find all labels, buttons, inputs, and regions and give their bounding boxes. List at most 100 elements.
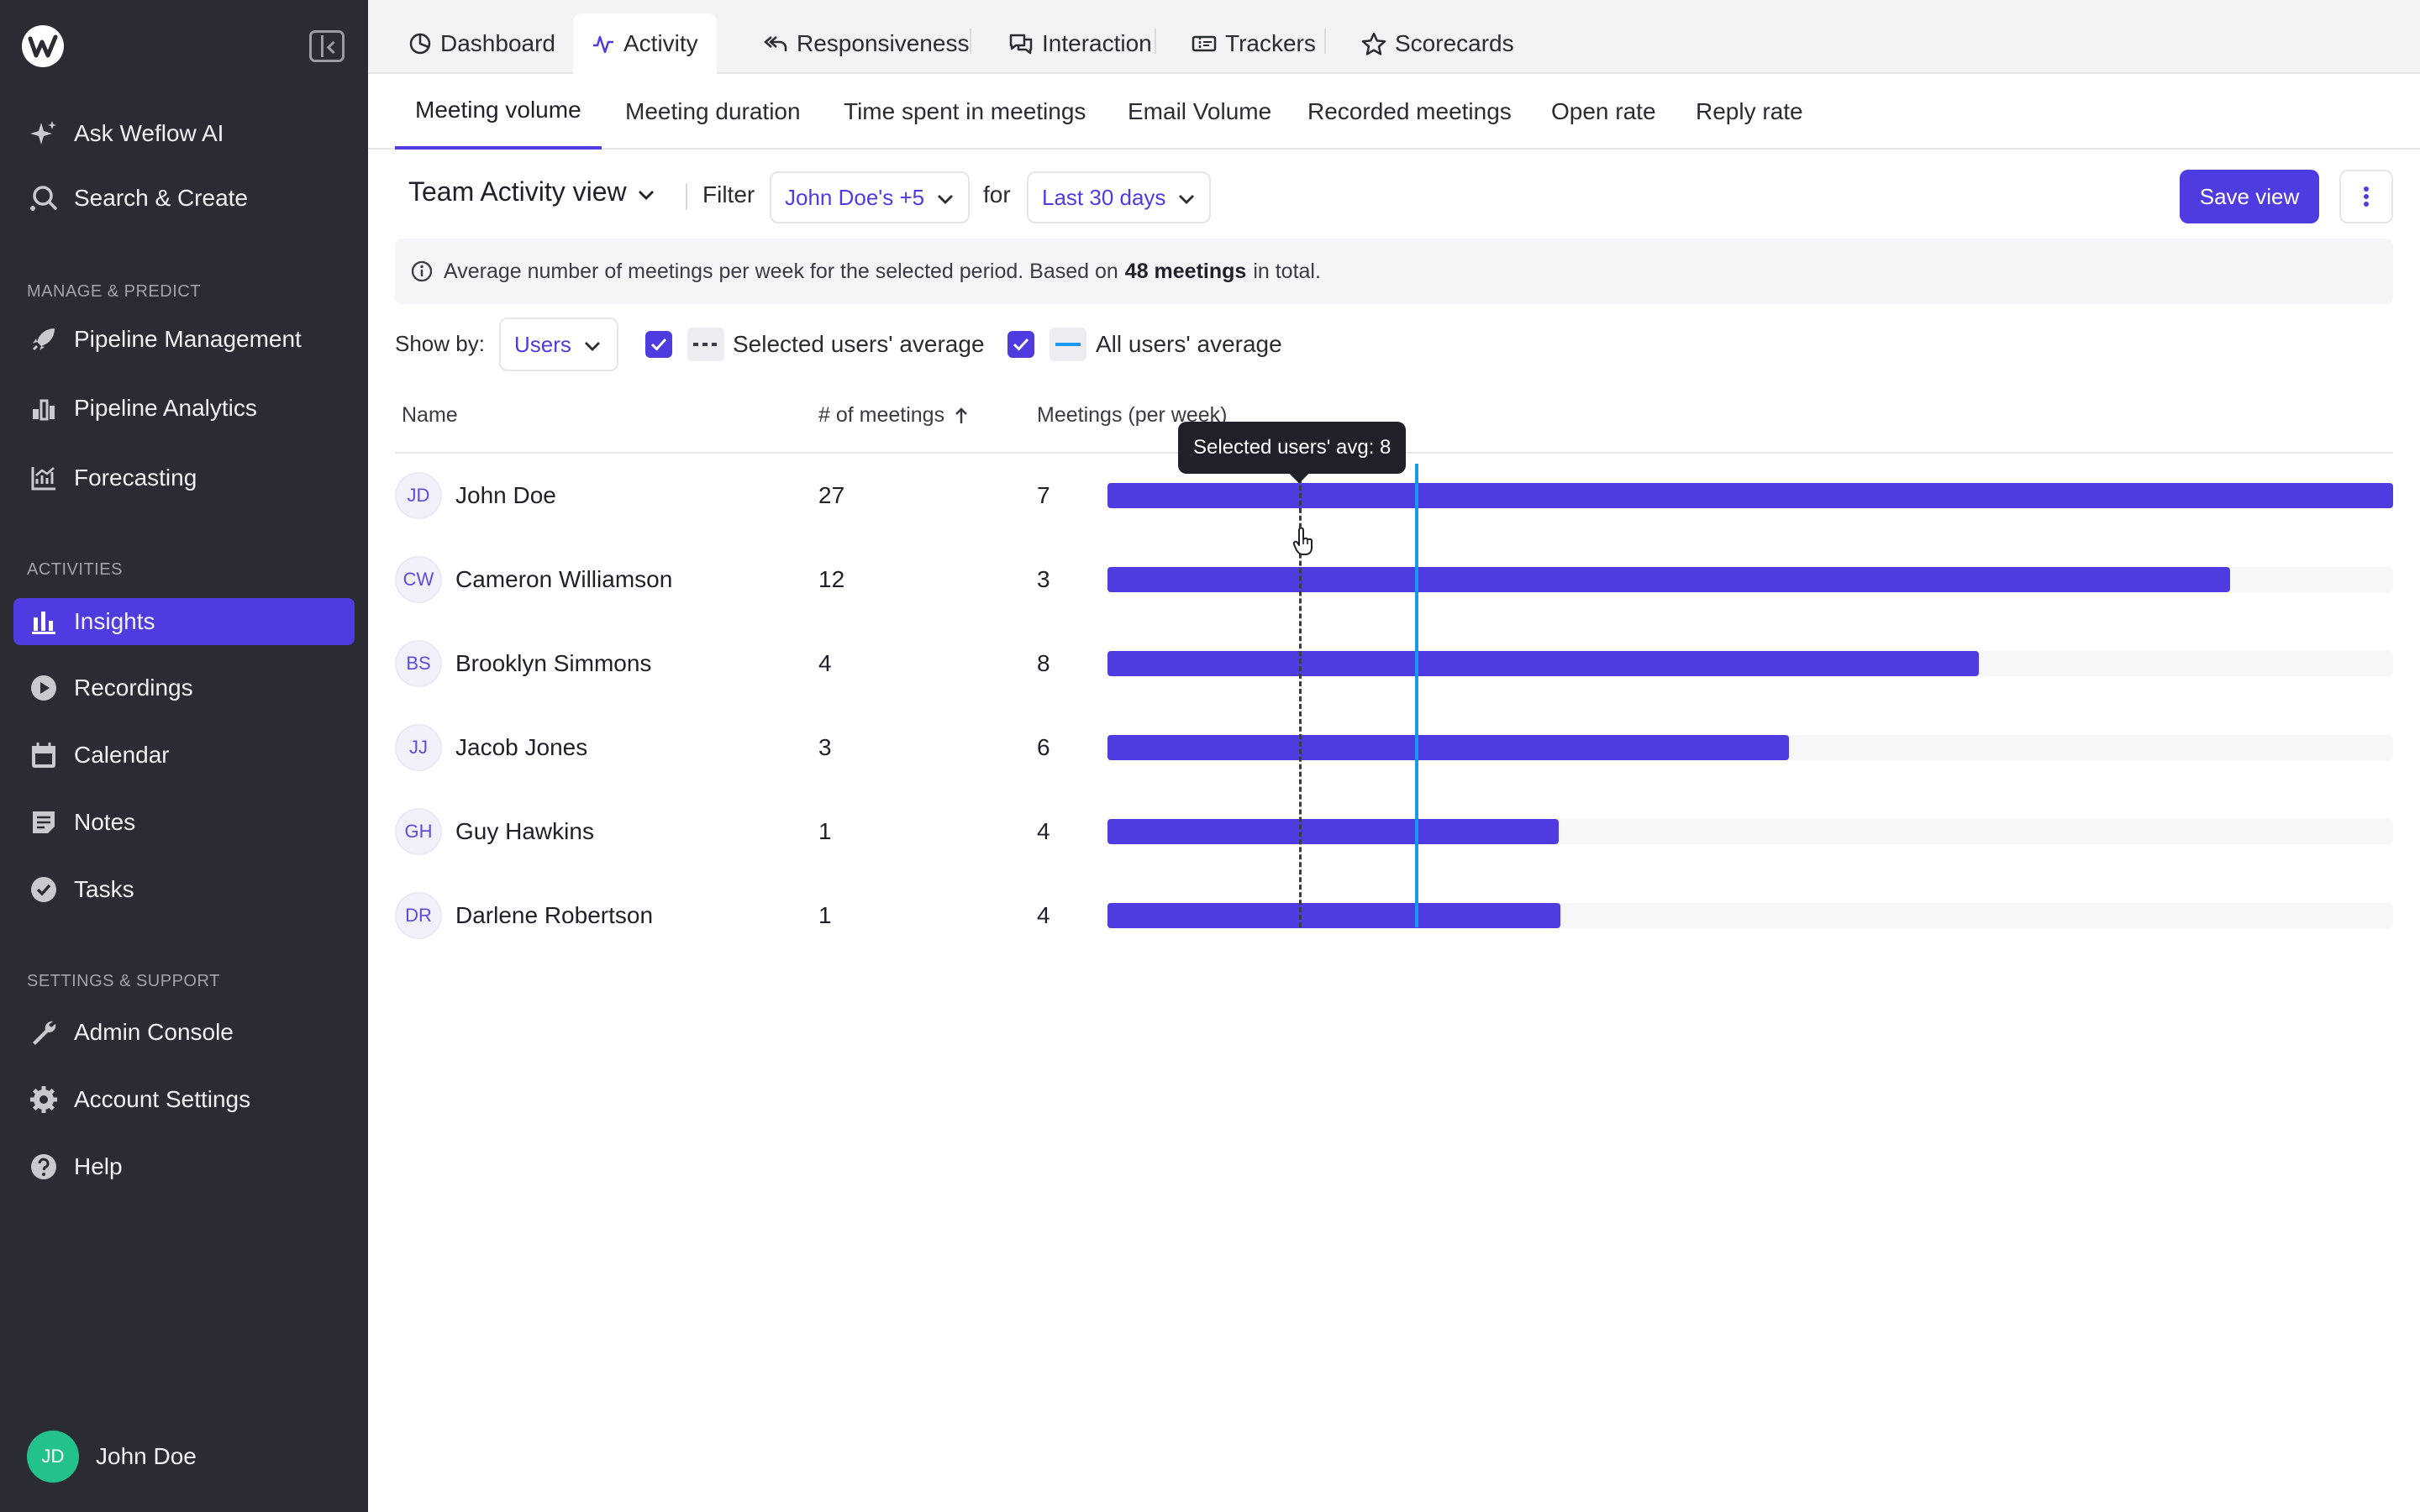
meetings-bar[interactable]: [1107, 651, 1980, 676]
tab-scorecards[interactable]: Scorecards: [1343, 13, 1533, 74]
more-options-button[interactable]: [2339, 170, 2393, 223]
filter-label: Filter: [702, 181, 755, 207]
meetings-per-week: 4: [1037, 818, 1050, 844]
avatar: JD: [395, 472, 442, 519]
sidebar-item-account-settings[interactable]: Account Settings: [13, 1076, 355, 1123]
tab-label: Interaction: [1042, 30, 1152, 56]
tab-trackers[interactable]: Trackers: [1173, 13, 1334, 74]
save-view-button[interactable]: Save view: [2180, 170, 2319, 223]
sidebar-item-pipeline-analytics[interactable]: Pipeline Analytics: [13, 385, 355, 432]
tab-divider: [970, 29, 971, 54]
meeting-count: 1: [818, 818, 832, 844]
subtab-label: Time spent in meetings: [844, 98, 1086, 124]
header-label: # of meetings: [818, 403, 945, 427]
table-row[interactable]: DR Darlene Robertson 1 4: [395, 874, 2393, 958]
user-menu[interactable]: JD John Doe: [27, 1431, 197, 1483]
forecast-icon: [29, 463, 59, 493]
tab-divider: [1155, 29, 1156, 54]
user-name: John Doe: [96, 1443, 197, 1469]
show-by-select[interactable]: Users: [499, 318, 618, 371]
show-by-value: Users: [514, 331, 571, 357]
weflow-logo[interactable]: [22, 25, 64, 67]
sort-ascending-icon: [953, 406, 970, 426]
sidebar-item-label: Help: [74, 1153, 123, 1179]
subtab-time-spent-in-meetings[interactable]: Time spent in meetings: [844, 74, 1086, 150]
chevron-down-icon: [936, 185, 955, 211]
sidebar-item-forecasting[interactable]: Forecasting: [13, 454, 355, 501]
subtab-email-volume[interactable]: Email Volume: [1128, 74, 1271, 150]
sidebar-item-admin-console[interactable]: Admin Console: [13, 1009, 355, 1056]
subtab-recorded-meetings[interactable]: Recorded meetings: [1307, 74, 1512, 150]
all-avg-checkbox[interactable]: [1007, 331, 1034, 358]
sidebar-collapse-icon[interactable]: [309, 30, 345, 62]
tab-interaction[interactable]: Interaction: [990, 13, 1171, 74]
selected-avg-checkbox[interactable]: [645, 331, 672, 358]
table-row[interactable]: JD John Doe 27 7: [395, 454, 2393, 538]
toolbar-divider: [686, 183, 687, 210]
dashed-line-legend-icon: [687, 328, 724, 361]
tab-responsiveness[interactable]: Responsiveness: [744, 13, 987, 74]
tab-activity[interactable]: Activity: [573, 13, 717, 74]
subtab-open-rate[interactable]: Open rate: [1551, 74, 1656, 150]
subtab-meeting-volume[interactable]: Meeting volume: [395, 74, 602, 150]
selected-users-average-line[interactable]: [1299, 470, 1302, 927]
top-tab-bar: Dashboard Activity Responsiveness Intera…: [368, 0, 2420, 74]
activity-icon: [592, 32, 615, 55]
subtab-meeting-duration[interactable]: Meeting duration: [625, 74, 801, 150]
info-text-end: in total.: [1253, 259, 1321, 283]
info-text: Average number of meetings per week for …: [444, 259, 1118, 283]
selected-avg-label: Selected users' average: [733, 331, 985, 357]
view-selector[interactable]: Team Activity view: [408, 176, 655, 207]
pie-icon: [408, 32, 432, 55]
tab-label: Scorecards: [1395, 30, 1514, 56]
sidebar-item-calendar[interactable]: Calendar: [13, 732, 355, 779]
filter-users-value: John Doe's +5: [785, 184, 925, 210]
tab-dashboard[interactable]: Dashboard: [390, 13, 574, 74]
sidebar-item-recordings[interactable]: Recordings: [13, 664, 355, 711]
logo-icon: [28, 34, 58, 58]
subtab-label: Reply rate: [1696, 98, 1803, 124]
tab-divider: [1324, 29, 1326, 54]
avatar: BS: [395, 640, 442, 687]
bar-chart-icon: [29, 393, 59, 423]
sidebar-item-tasks[interactable]: Tasks: [13, 866, 355, 913]
sidebar-item-ask-weflow-ai[interactable]: Ask Weflow AI: [13, 110, 355, 157]
meetings-bar[interactable]: [1107, 903, 1560, 928]
table-row[interactable]: JJ Jacob Jones 3 6: [395, 706, 2393, 790]
table-row[interactable]: GH Guy Hawkins 1 4: [395, 790, 2393, 874]
period-select[interactable]: Last 30 days: [1027, 171, 1212, 223]
sidebar-item-notes[interactable]: Notes: [13, 799, 355, 846]
column-header-name[interactable]: Name: [402, 403, 458, 428]
meetings-bar[interactable]: [1107, 819, 1560, 844]
sidebar: Ask Weflow AI Search & Create MANAGE & P…: [0, 0, 368, 1512]
meetings-bar[interactable]: [1107, 483, 2393, 508]
meetings-bar[interactable]: [1107, 567, 2230, 592]
filter-users-select[interactable]: John Doe's +5: [770, 171, 971, 223]
sidebar-item-label: Forecasting: [74, 465, 197, 491]
wrench-icon: [29, 1017, 59, 1047]
user-name: Darlene Robertson: [455, 902, 654, 928]
subtab-reply-rate[interactable]: Reply rate: [1696, 74, 1803, 150]
column-header-meetings[interactable]: # of meetings: [818, 403, 970, 428]
section-label-settings-support: SETTINGS & SUPPORT: [27, 972, 220, 990]
info-total-meetings: 48 meetings: [1124, 259, 1247, 283]
table-row[interactable]: BS Brooklyn Simmons 4 8: [395, 622, 2393, 706]
info-banner: Average number of meetings per week for …: [395, 239, 2393, 304]
sidebar-item-insights[interactable]: Insights: [13, 598, 355, 645]
solid-line-legend-icon: [1050, 328, 1086, 361]
table-row[interactable]: CW Cameron Williamson 12 3: [395, 538, 2393, 622]
info-icon: [410, 260, 434, 283]
tab-label: Trackers: [1225, 30, 1316, 56]
meetings-bar[interactable]: [1107, 735, 1789, 760]
sidebar-item-label: Admin Console: [74, 1019, 234, 1045]
sidebar-item-help[interactable]: Help: [13, 1143, 355, 1190]
all-users-average-line[interactable]: [1415, 464, 1418, 927]
meeting-count: 1: [818, 902, 832, 928]
user-name: Guy Hawkins: [455, 818, 594, 844]
sidebar-item-search-create[interactable]: Search & Create: [13, 175, 355, 222]
sidebar-item-label: Account Settings: [74, 1086, 251, 1112]
ticket-icon: [1192, 33, 1217, 55]
checkmark-icon: [1013, 338, 1029, 351]
sidebar-item-pipeline-management[interactable]: Pipeline Management: [13, 316, 355, 363]
gear-icon: [29, 1084, 59, 1115]
